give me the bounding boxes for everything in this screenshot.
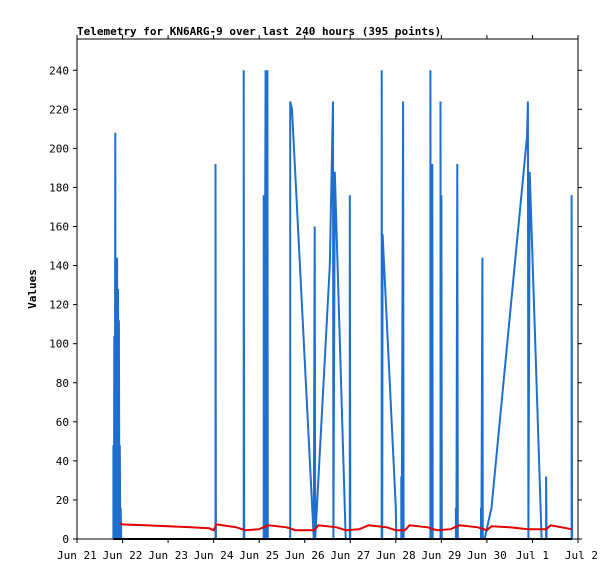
x-tick-label: Jun 27 xyxy=(330,549,370,562)
x-tick-label: Jun 23 xyxy=(148,549,188,562)
x-tick-label: Jul 1 xyxy=(516,549,549,562)
y-axis: 0 20 40 60 80 100 120 140 160 180 200 220 240 xyxy=(49,64,582,546)
y-tick-label: 60 xyxy=(56,416,69,429)
x-tick-label: Jul 2 xyxy=(565,549,598,562)
y-tick-label: 40 xyxy=(56,455,69,468)
y-tick-label: 160 xyxy=(49,221,69,234)
x-tick-label: Jun 25 xyxy=(239,549,279,562)
y-tick-label: 0 xyxy=(62,533,69,546)
y-tick-label: 220 xyxy=(49,103,69,116)
x-tick-label: Jun 22 xyxy=(103,549,143,562)
x-tick-label: Jun 28 xyxy=(376,549,416,562)
y-tick-label: 80 xyxy=(56,377,69,390)
series-line-2 xyxy=(119,522,572,532)
y-tick-label: 180 xyxy=(49,181,69,194)
y-tick-label: 240 xyxy=(49,64,69,77)
y-tick-label: 120 xyxy=(49,299,69,312)
y-tick-label: 200 xyxy=(49,142,69,155)
y-tick-label: 20 xyxy=(56,494,69,507)
x-tick-label: Jun 24 xyxy=(194,549,234,562)
series-line-1 xyxy=(112,70,574,540)
x-tick-label: Jun 29 xyxy=(421,549,461,562)
x-tick-label: Jun 21 xyxy=(57,549,97,562)
x-tick-label: Jun 26 xyxy=(285,549,325,562)
x-axis: Jun 21 Jun 22 Jun 23 Jun 24 Jun 25 Jun 26 Jun … xyxy=(57,35,598,562)
x-tick-label: Jun 30 xyxy=(467,549,507,562)
series-layer xyxy=(112,70,574,540)
y-axis-label: Values xyxy=(26,269,39,309)
chart-title: Telemetry for KN6ARG-9 over last 240 hou… xyxy=(77,25,441,38)
plot-area xyxy=(76,38,579,540)
y-tick-label: 100 xyxy=(49,338,69,351)
y-tick-label: 140 xyxy=(49,260,69,273)
